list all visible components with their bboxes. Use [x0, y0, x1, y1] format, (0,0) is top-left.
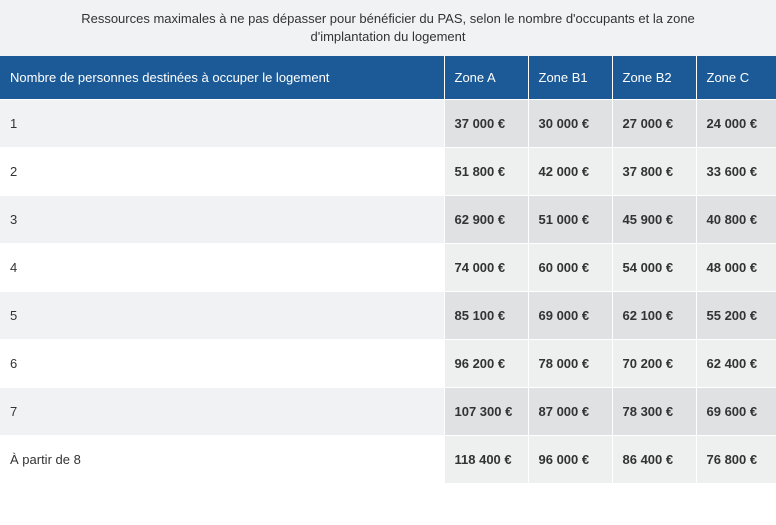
- table-row: 2 51 800 € 42 000 € 37 800 € 33 600 €: [0, 148, 776, 196]
- cell-zone-a: 85 100 €: [444, 292, 528, 340]
- header-zone-a: Zone A: [444, 56, 528, 100]
- cell-label: 5: [0, 292, 444, 340]
- cell-zone-c: 48 000 €: [696, 244, 776, 292]
- cell-label: 7: [0, 388, 444, 436]
- table-row: 4 74 000 € 60 000 € 54 000 € 48 000 €: [0, 244, 776, 292]
- resources-table: Nombre de personnes destinées à occuper …: [0, 56, 776, 483]
- cell-zone-b2: 70 200 €: [612, 340, 696, 388]
- cell-zone-a: 96 200 €: [444, 340, 528, 388]
- cell-label: À partir de 8: [0, 436, 444, 484]
- cell-zone-b1: 87 000 €: [528, 388, 612, 436]
- cell-zone-c: 55 200 €: [696, 292, 776, 340]
- cell-label: 3: [0, 196, 444, 244]
- cell-zone-b2: 27 000 €: [612, 100, 696, 148]
- cell-zone-b1: 42 000 €: [528, 148, 612, 196]
- cell-label: 2: [0, 148, 444, 196]
- cell-zone-c: 62 400 €: [696, 340, 776, 388]
- cell-zone-b2: 62 100 €: [612, 292, 696, 340]
- cell-zone-b2: 86 400 €: [612, 436, 696, 484]
- header-zone-c: Zone C: [696, 56, 776, 100]
- cell-zone-b2: 37 800 €: [612, 148, 696, 196]
- table-row: 6 96 200 € 78 000 € 70 200 € 62 400 €: [0, 340, 776, 388]
- cell-zone-b1: 78 000 €: [528, 340, 612, 388]
- cell-zone-c: 24 000 €: [696, 100, 776, 148]
- cell-zone-a: 62 900 €: [444, 196, 528, 244]
- cell-zone-b1: 51 000 €: [528, 196, 612, 244]
- table-row: 3 62 900 € 51 000 € 45 900 € 40 800 €: [0, 196, 776, 244]
- cell-zone-a: 118 400 €: [444, 436, 528, 484]
- cell-label: 1: [0, 100, 444, 148]
- cell-zone-b1: 60 000 €: [528, 244, 612, 292]
- header-zone-b1: Zone B1: [528, 56, 612, 100]
- table-row: 5 85 100 € 69 000 € 62 100 € 55 200 €: [0, 292, 776, 340]
- cell-zone-b1: 69 000 €: [528, 292, 612, 340]
- cell-label: 6: [0, 340, 444, 388]
- table-header-row: Nombre de personnes destinées à occuper …: [0, 56, 776, 100]
- table-body: 1 37 000 € 30 000 € 27 000 € 24 000 € 2 …: [0, 100, 776, 484]
- table-caption: Ressources maximales à ne pas dépasser p…: [0, 0, 776, 56]
- cell-zone-b2: 45 900 €: [612, 196, 696, 244]
- cell-zone-c: 33 600 €: [696, 148, 776, 196]
- cell-zone-a: 107 300 €: [444, 388, 528, 436]
- cell-zone-b2: 54 000 €: [612, 244, 696, 292]
- table-row: 7 107 300 € 87 000 € 78 300 € 69 600 €: [0, 388, 776, 436]
- header-zone-b2: Zone B2: [612, 56, 696, 100]
- table-row: À partir de 8 118 400 € 96 000 € 86 400 …: [0, 436, 776, 484]
- table-row: 1 37 000 € 30 000 € 27 000 € 24 000 €: [0, 100, 776, 148]
- cell-zone-c: 76 800 €: [696, 436, 776, 484]
- cell-zone-b2: 78 300 €: [612, 388, 696, 436]
- header-occupants: Nombre de personnes destinées à occuper …: [0, 56, 444, 100]
- cell-label: 4: [0, 244, 444, 292]
- cell-zone-b1: 30 000 €: [528, 100, 612, 148]
- cell-zone-c: 40 800 €: [696, 196, 776, 244]
- cell-zone-a: 51 800 €: [444, 148, 528, 196]
- cell-zone-a: 74 000 €: [444, 244, 528, 292]
- cell-zone-a: 37 000 €: [444, 100, 528, 148]
- cell-zone-b1: 96 000 €: [528, 436, 612, 484]
- cell-zone-c: 69 600 €: [696, 388, 776, 436]
